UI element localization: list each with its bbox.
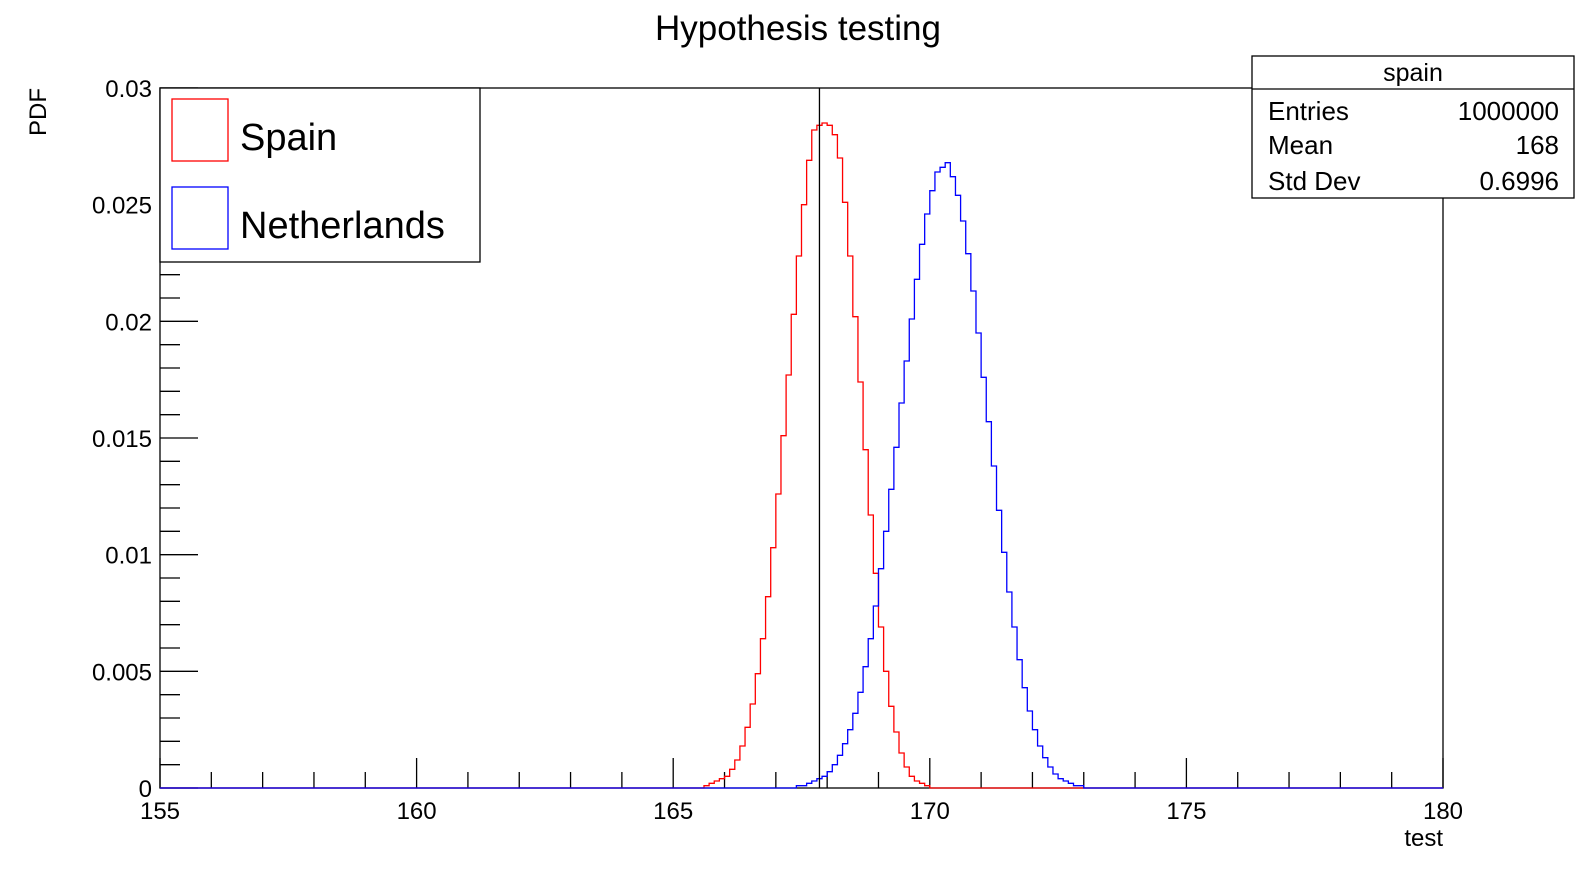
x-axis-label: test — [1404, 825, 1443, 852]
x-tick-label: 165 — [653, 798, 693, 825]
series-spain-line — [160, 122, 1443, 789]
legend-label-netherlands: Netherlands — [240, 205, 445, 247]
y-tick-label: 0.03 — [105, 76, 152, 103]
y-tick-label: 0.025 — [92, 193, 152, 220]
y-axis-label: PDF — [25, 88, 52, 136]
x-tick-label: 155 — [140, 798, 180, 825]
stats-box-frame — [1251, 55, 1575, 199]
y-tick-label: 0.02 — [105, 309, 152, 336]
stats-entries-label: Entries — [1268, 96, 1349, 126]
stats-entries-value: 1000000 — [1458, 96, 1559, 126]
stats-mean-value: 168 — [1516, 130, 1559, 160]
x-tick-label: 160 — [397, 798, 437, 825]
stats-box-title: spain — [1383, 59, 1443, 87]
legend-swatch-spain — [171, 98, 229, 162]
y-tick-label: 0 — [139, 776, 152, 803]
stats-stddev-label: Std Dev — [1268, 166, 1361, 196]
x-axis: 155 160 165 170 175 180 — [140, 758, 1463, 825]
stats-stddev-value: 0.6996 — [1479, 166, 1559, 196]
legend: Spain Netherlands — [159, 87, 481, 263]
histogram-series — [160, 122, 1443, 789]
stats-box: spain Entries 1000000 Mean 168 Std Dev 0… — [1251, 55, 1575, 199]
y-tick-label: 0.015 — [92, 426, 152, 453]
y-tick-label: 0.01 — [105, 543, 152, 570]
x-tick-label: 175 — [1166, 798, 1206, 825]
x-tick-label: 170 — [910, 798, 950, 825]
stats-mean-label: Mean — [1268, 130, 1333, 160]
y-axis: 0 0.005 0.01 0.015 0.02 0.025 0.03 — [92, 76, 198, 803]
chart-title: Hypothesis testing — [655, 9, 941, 48]
legend-frame — [159, 87, 481, 263]
y-tick-label: 0.005 — [92, 659, 152, 686]
legend-label-spain: Spain — [240, 117, 337, 159]
series-netherlands-line — [160, 162, 1443, 789]
legend-swatch-netherlands — [171, 186, 229, 250]
x-tick-label: 180 — [1423, 798, 1463, 825]
